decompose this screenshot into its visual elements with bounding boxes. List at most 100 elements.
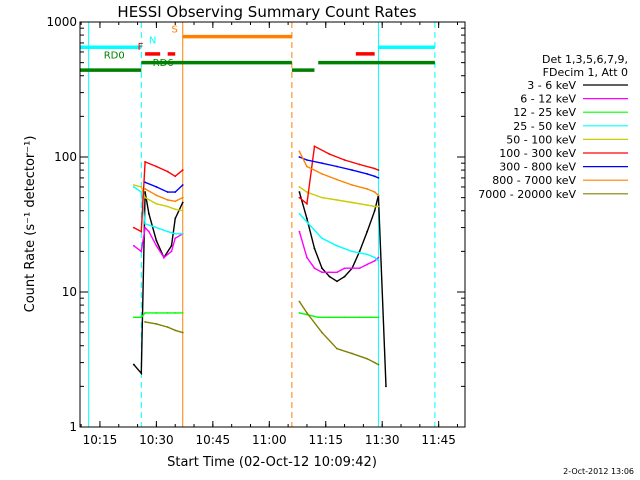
series-3-point bbox=[144, 312, 147, 314]
series-6-point bbox=[328, 153, 331, 156]
series-3-point bbox=[377, 316, 380, 319]
series-4-point bbox=[377, 259, 380, 262]
series-8-point bbox=[144, 188, 147, 190]
series-7-point bbox=[366, 172, 369, 175]
legend-entry-label: 12 - 25 keV bbox=[513, 106, 576, 119]
series-7-point bbox=[351, 169, 353, 171]
series-5-point bbox=[155, 202, 158, 205]
y-tick-label: 100 bbox=[54, 150, 77, 164]
series-2-point bbox=[140, 250, 143, 253]
series-4-point bbox=[181, 232, 184, 235]
series-5-point bbox=[166, 205, 169, 208]
series-4-point bbox=[174, 232, 177, 235]
series-9-point bbox=[181, 331, 184, 334]
series-9-point bbox=[166, 326, 169, 328]
flag-label-rd0: RD0 bbox=[104, 51, 125, 62]
series-5-point bbox=[298, 186, 301, 188]
series-8-segment-2 bbox=[298, 151, 379, 196]
x-axis-label: Start Time (02-Oct-12 10:09:42) bbox=[167, 455, 377, 470]
x-axis: 10:15 10:30 10:45 11:00 11:15 11:30 11:45 bbox=[80, 22, 458, 447]
series-1-point bbox=[140, 372, 143, 375]
series-1-point bbox=[155, 239, 158, 242]
x-tick-label: 11:00 bbox=[252, 433, 287, 447]
series-5-segment-2 bbox=[299, 186, 379, 208]
legend-entry-label: 800 - 7000 keV bbox=[492, 174, 576, 187]
series-4-point bbox=[321, 237, 323, 240]
series-8-point bbox=[166, 199, 169, 201]
legend-entry-label: 300 - 800 keV bbox=[499, 161, 576, 174]
series-6-point bbox=[377, 169, 380, 171]
x-tick-label: 10:30 bbox=[139, 433, 174, 447]
series-2-point bbox=[174, 237, 177, 240]
series-6-segment-2 bbox=[298, 145, 379, 206]
series-4-segment-2 bbox=[298, 213, 379, 262]
series-8-point bbox=[306, 165, 308, 168]
series-4-point bbox=[351, 250, 353, 253]
series-1-segment-2 bbox=[298, 191, 387, 387]
series-7-point bbox=[377, 177, 380, 179]
legend-entry-label: 3 - 6 keV bbox=[527, 79, 576, 92]
series-4-point bbox=[166, 230, 169, 233]
series-1-point bbox=[174, 217, 177, 220]
series-3-point bbox=[328, 316, 331, 319]
series-1-point bbox=[336, 280, 338, 283]
series-1-point bbox=[306, 217, 308, 220]
series-6-point bbox=[306, 202, 308, 205]
series-9-point bbox=[155, 323, 158, 325]
series-9-point bbox=[377, 363, 380, 366]
legend-entry-label: 100 - 300 keV bbox=[499, 147, 576, 160]
legend-header: Det 1,3,5,6,7,9, bbox=[542, 53, 628, 66]
series-4-point bbox=[306, 221, 308, 223]
series-2-point bbox=[155, 244, 158, 247]
series-6-point bbox=[140, 230, 143, 233]
series-4-point bbox=[366, 253, 369, 256]
series-2-point bbox=[163, 256, 165, 259]
series-2-point bbox=[306, 256, 308, 259]
series-6-point bbox=[373, 167, 376, 170]
series-8-point bbox=[321, 172, 323, 175]
legend-entry-label: 25 - 50 keV bbox=[513, 120, 576, 133]
series-3-point bbox=[181, 312, 184, 314]
series-7-segment-1 bbox=[144, 181, 184, 193]
series-2-point bbox=[144, 226, 147, 229]
flag-label-f: F bbox=[138, 42, 144, 53]
legend: Det 1,3,5,6,7,9,FDecim 1, Att 03 - 6 keV… bbox=[478, 53, 628, 201]
series-3-point bbox=[358, 316, 361, 319]
legend-entry-label: 7000 - 20000 keV bbox=[478, 188, 576, 201]
series-5-point bbox=[140, 186, 143, 188]
legend-header: FDecim 1, Att 0 bbox=[543, 66, 628, 79]
series-8-point bbox=[373, 191, 376, 193]
plot-frame bbox=[79, 21, 466, 428]
series-4-point bbox=[155, 226, 158, 229]
y-tick-label: 10 bbox=[62, 285, 77, 299]
series-1-point bbox=[373, 209, 376, 212]
series-9-point bbox=[351, 352, 353, 355]
series-6-point bbox=[155, 165, 158, 168]
series-7-segment-2 bbox=[299, 156, 379, 179]
series-1-point bbox=[343, 275, 346, 278]
series-8-point bbox=[174, 200, 177, 203]
series-2-segment-2 bbox=[298, 231, 379, 273]
series-4-point bbox=[132, 186, 135, 188]
series-7-point bbox=[373, 175, 376, 178]
series-1-point bbox=[313, 247, 316, 250]
series-8-point bbox=[366, 188, 369, 190]
series-3-point bbox=[370, 316, 372, 319]
x-tick-label: 10:15 bbox=[83, 433, 118, 447]
vertical-markers bbox=[88, 22, 436, 427]
series-lines bbox=[132, 145, 387, 388]
series-2-point bbox=[336, 271, 338, 274]
flag-label-s: S bbox=[171, 25, 177, 36]
x-tick-label: 10:45 bbox=[196, 433, 231, 447]
series-1-point bbox=[147, 212, 150, 215]
series-1-point bbox=[132, 363, 135, 366]
series-3-point bbox=[140, 316, 143, 319]
series-9-point bbox=[306, 312, 308, 314]
series-7-point bbox=[166, 191, 169, 193]
series-3-point bbox=[317, 316, 320, 319]
x-tick-label: 11:15 bbox=[308, 433, 343, 447]
series-4-point bbox=[373, 256, 376, 259]
series-7-point bbox=[321, 162, 323, 165]
series-3-point bbox=[174, 312, 177, 314]
